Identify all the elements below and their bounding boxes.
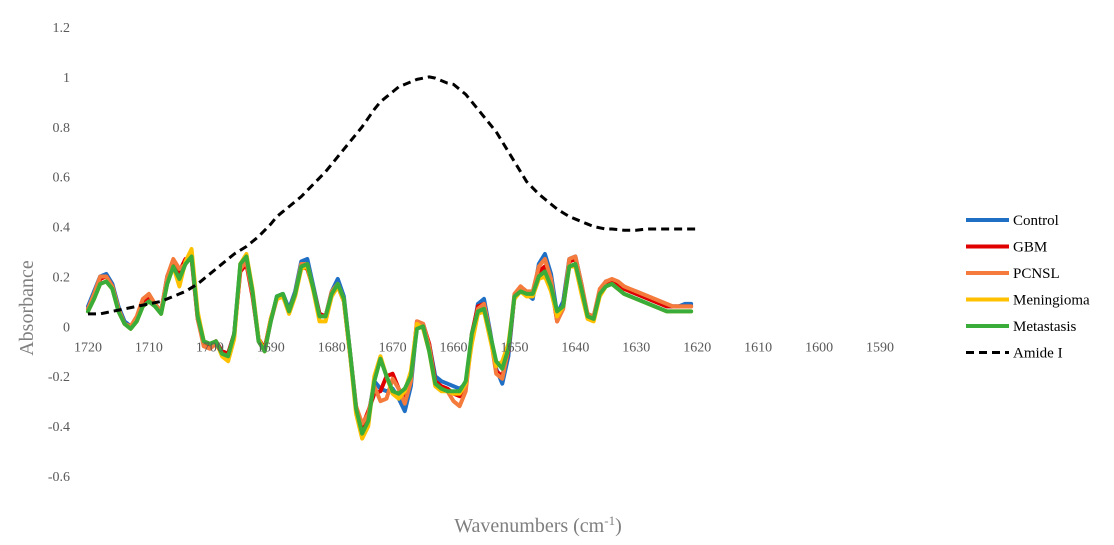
series-lines xyxy=(86,75,698,441)
y-tick-label: -0.4 xyxy=(48,420,70,435)
x-tick-label: 1650 xyxy=(500,340,528,355)
y-tick-label: 0 xyxy=(63,320,70,335)
x-tick-label: 1720 xyxy=(74,340,102,355)
x-tick-label: 1640 xyxy=(561,340,589,355)
series-line-amide-i xyxy=(88,75,698,316)
x-tick-label: 1600 xyxy=(805,340,833,355)
x-tick-label: 1660 xyxy=(440,340,468,355)
series-line-metastasis xyxy=(86,254,694,436)
x-tick-label: 1620 xyxy=(683,340,711,355)
legend-label: Control xyxy=(1013,213,1059,229)
x-tick-label: 1680 xyxy=(318,340,346,355)
x-axis-title-main: Wavenumbers (cm xyxy=(454,515,604,537)
x-axis-title-exponent: -1 xyxy=(604,513,615,528)
y-axis-tick-labels: -0.6 -0.4 -0.2 0 0.2 0.4 0.6 0.8 1 1.2 xyxy=(48,21,70,485)
x-tick-label: 1630 xyxy=(622,340,650,355)
y-tick-label: 0.2 xyxy=(53,270,71,285)
x-tick-label: 1670 xyxy=(379,340,407,355)
legend-label: Amide I xyxy=(1013,346,1063,362)
y-tick-label: 0.4 xyxy=(53,221,71,236)
x-axis-title: Wavenumbers (cm-1) xyxy=(454,513,622,538)
y-tick-label: -0.6 xyxy=(48,470,70,485)
y-axis-title: Absorbance xyxy=(16,260,38,356)
legend-label: GBM xyxy=(1013,240,1047,256)
x-tick-label: 1700 xyxy=(196,340,224,355)
y-tick-label: 1.2 xyxy=(53,21,71,36)
x-tick-label: 1610 xyxy=(744,340,772,355)
legend: Control GBM PCNSL Meningioma Metastasis Amide… xyxy=(966,213,1090,362)
x-axis-title-suffix: ) xyxy=(615,515,622,537)
y-tick-label: 0.6 xyxy=(53,171,71,186)
legend-label: Meningioma xyxy=(1013,293,1090,309)
x-tick-label: 1710 xyxy=(135,340,163,355)
x-tick-label: 1590 xyxy=(866,340,894,355)
y-tick-label: -0.2 xyxy=(48,370,70,385)
y-tick-label: 1 xyxy=(63,71,70,86)
x-tick-label: 1690 xyxy=(257,340,285,355)
x-axis-tick-labels: 1720 1710 1700 1690 1680 1670 1660 1650 1640 1630… xyxy=(74,340,894,355)
legend-label: PCNSL xyxy=(1013,266,1060,282)
legend-label: Metastasis xyxy=(1013,319,1076,335)
y-tick-label: 0.8 xyxy=(53,121,71,136)
